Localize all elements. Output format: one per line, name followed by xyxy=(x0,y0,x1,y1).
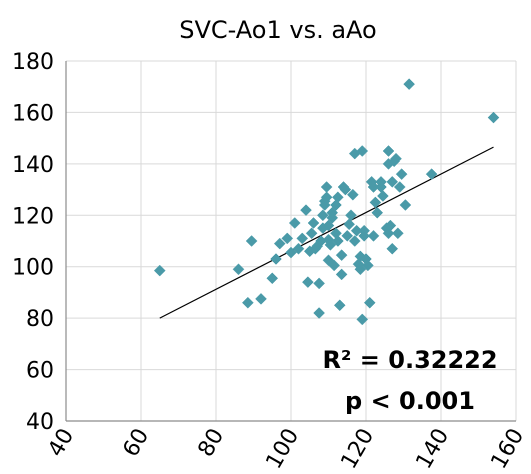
data-point xyxy=(322,219,335,232)
r-squared-annotation: R² = 0.32222 xyxy=(322,346,497,374)
data-point xyxy=(153,264,166,277)
data-point xyxy=(354,250,367,263)
p-value-annotation: p < 0.001 xyxy=(345,387,475,415)
data-point xyxy=(333,299,346,312)
y-tick-labels: 40 60 80 100 120 140 160 180 xyxy=(12,50,54,435)
y-tick-label: 100 xyxy=(12,256,54,281)
data-point xyxy=(399,199,412,211)
data-point xyxy=(335,249,348,261)
y-tick-label: 180 xyxy=(12,50,54,75)
chart-title: SVC-Ao1 vs. aAo xyxy=(179,16,376,44)
data-point xyxy=(302,276,314,288)
data-point xyxy=(242,296,254,309)
data-point xyxy=(320,191,333,204)
data-point xyxy=(348,235,361,247)
data-point xyxy=(273,237,286,250)
axes xyxy=(65,61,516,422)
data-point xyxy=(425,168,438,180)
data-point xyxy=(395,168,408,180)
data-point xyxy=(367,230,380,242)
data-point xyxy=(255,293,267,305)
data-point xyxy=(320,181,333,193)
data-point xyxy=(356,313,369,326)
data-point xyxy=(313,277,325,290)
data-point xyxy=(324,239,337,251)
data-point xyxy=(386,242,399,255)
y-tick-label: 60 xyxy=(26,359,54,384)
data-point xyxy=(266,272,279,285)
data-point xyxy=(232,263,245,276)
data-point xyxy=(358,224,370,237)
data-point xyxy=(300,204,312,216)
data-point xyxy=(326,206,339,219)
trendline xyxy=(159,146,494,319)
data-point xyxy=(281,232,294,245)
data-point xyxy=(307,217,320,229)
data-point xyxy=(345,209,357,222)
data-point xyxy=(296,232,309,245)
data-point xyxy=(270,253,282,265)
data-point xyxy=(292,242,305,255)
data-point xyxy=(245,235,258,247)
data-point xyxy=(382,145,395,157)
data-point xyxy=(317,209,329,222)
data-point xyxy=(386,176,399,188)
data-point xyxy=(332,235,344,247)
trendline-group xyxy=(159,146,494,319)
data-point xyxy=(377,190,389,202)
data-point xyxy=(335,268,348,281)
data-point xyxy=(356,145,369,157)
data-point xyxy=(285,246,297,259)
y-tick-label: 80 xyxy=(26,307,54,332)
y-tick-label: 120 xyxy=(12,204,54,229)
data-point xyxy=(371,206,384,219)
data-point xyxy=(322,254,335,267)
data-point xyxy=(369,196,382,209)
data-point xyxy=(384,219,397,232)
data-point xyxy=(392,227,404,240)
data-point xyxy=(332,191,344,204)
data-point xyxy=(362,259,374,272)
data-point xyxy=(305,227,318,240)
data-point xyxy=(347,188,359,201)
data-point xyxy=(328,259,340,272)
data-point xyxy=(354,263,367,276)
data-point xyxy=(363,296,376,309)
data-points xyxy=(153,78,500,326)
data-point xyxy=(313,307,325,319)
data-point xyxy=(390,152,402,165)
y-tick-label: 160 xyxy=(12,101,54,126)
data-point xyxy=(341,230,354,242)
data-point xyxy=(288,217,301,229)
y-tick-label: 40 xyxy=(26,410,54,435)
data-point xyxy=(487,111,500,124)
data-point xyxy=(339,183,352,196)
data-point xyxy=(343,218,355,231)
y-tick-label: 140 xyxy=(12,153,54,178)
data-point xyxy=(403,78,415,90)
data-point xyxy=(393,181,406,193)
